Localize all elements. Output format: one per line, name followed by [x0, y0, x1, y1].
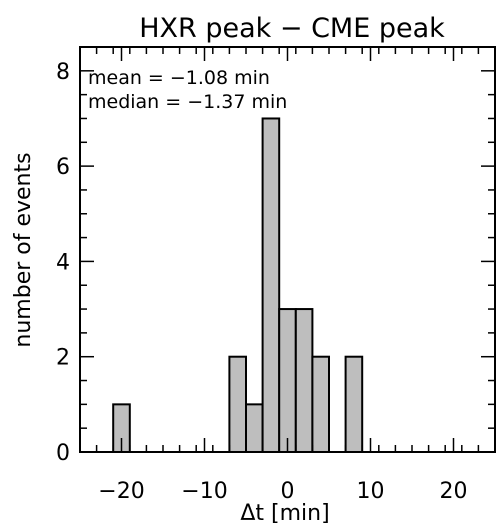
- y-tick-label: 2: [56, 346, 70, 371]
- y-axis-label: number of events: [11, 152, 36, 347]
- y-tick-label: 6: [56, 155, 70, 180]
- x-tick-label: −20: [98, 479, 144, 504]
- x-tick-label: −10: [181, 479, 227, 504]
- y-tick-label: 4: [56, 250, 70, 275]
- median-annotation: median = −1.37 min: [88, 91, 287, 113]
- ticks-layer: −20 −10 0 10 20 0 2 4 6 8: [56, 47, 496, 504]
- x-tick-label: 0: [281, 479, 295, 504]
- x-tick-label: 10: [357, 479, 385, 504]
- histogram-bar-3: [261, 117, 281, 454]
- histogram-bar-7: [344, 355, 364, 453]
- mean-annotation: mean = −1.08 min: [88, 67, 270, 89]
- x-tick-label: 20: [440, 479, 468, 504]
- histogram-bar-6: [311, 355, 330, 453]
- y-tick-label: 0: [56, 441, 70, 466]
- plot-frame: [79, 46, 496, 453]
- histogram-bar-5: [294, 308, 314, 454]
- histogram-bar-4: [278, 308, 297, 454]
- y-tick-label: 8: [56, 60, 70, 85]
- histogram-bar-1: [228, 355, 247, 453]
- bars-layer: [112, 117, 364, 454]
- histogram-bar-2: [245, 403, 264, 453]
- x-axis-label: Δt [min]: [240, 501, 329, 526]
- chart-title: HXR peak − CME peak: [139, 13, 445, 44]
